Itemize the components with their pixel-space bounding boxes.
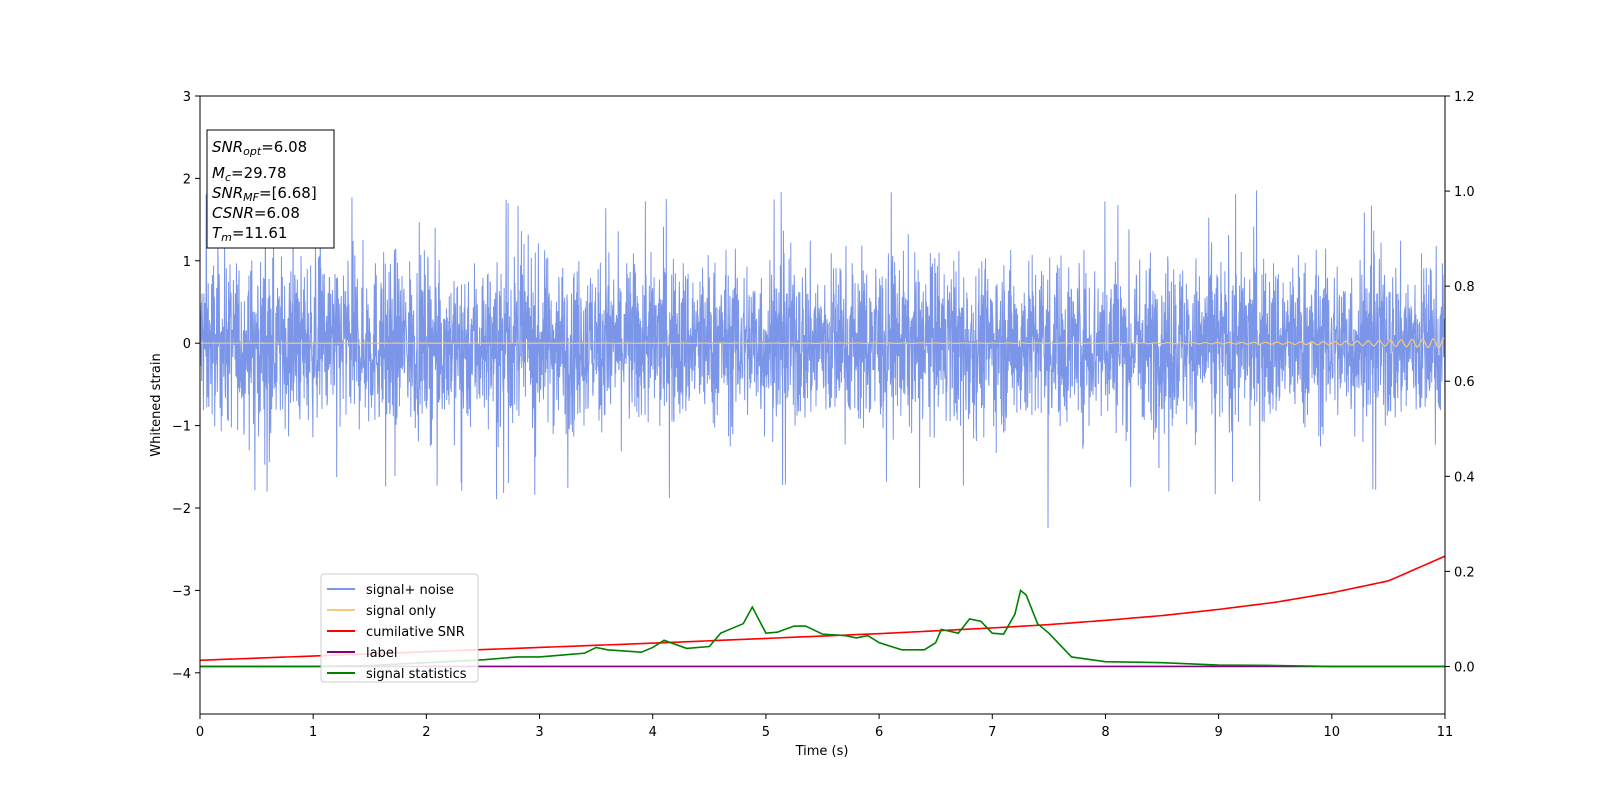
y-right-tick-label: 0.4: [1454, 470, 1475, 485]
annotation-snr-opt: SNRopt=6.08: [212, 138, 307, 158]
x-axis: 0 1 2 3 4 5 6 7 8 9 10 11: [196, 714, 1453, 740]
annotation-frame: [206, 129, 335, 249]
x-tick-label: 1: [309, 725, 317, 740]
y-right-tick-label: 0.2: [1454, 565, 1475, 580]
series-signal-noise: [200, 190, 1445, 529]
legend-entry: signal only: [366, 604, 436, 619]
y-axis-left: 3 2 1 0 −1 −2 −3 −4: [172, 90, 200, 682]
y-right-tick-label: 0.6: [1454, 375, 1475, 390]
y-axis-right: 1.2 1.0 0.8 0.6 0.4 0.2 0.0: [1445, 90, 1475, 675]
annotation-csnr: CSNR=6.08: [212, 204, 300, 222]
x-tick-label: 8: [1101, 725, 1109, 740]
y-tick-label: 0: [183, 337, 191, 352]
x-tick-label: 7: [988, 725, 996, 740]
x-tick-label: 5: [762, 725, 770, 740]
legend-entry: signal+ noise: [366, 583, 454, 598]
y-right-tick-label: 0.8: [1454, 280, 1475, 295]
x-tick-label: 6: [875, 725, 883, 740]
legend: signal+ noise signal only cumilative SNR la…: [320, 573, 479, 683]
annotation-box: SNRopt=6.08 Mc=29.78 SNRMF=[6.68] CSNR=6…: [206, 129, 335, 249]
x-tick-label: 0: [196, 725, 204, 740]
legend-entry: signal statistics: [366, 667, 467, 682]
y-tick-label: 2: [183, 172, 191, 187]
y-right-tick-label: 1.0: [1454, 185, 1475, 200]
y-tick-label: −1: [172, 420, 191, 435]
annotation-mc: Mc=29.78: [212, 164, 287, 184]
plot-frame: [199, 95, 1446, 715]
y-tick-label: −2: [172, 502, 191, 517]
x-tick-label: 10: [1324, 725, 1341, 740]
y-tick-label: 1: [183, 255, 191, 270]
annotation-tm: Tm=11.61: [212, 224, 287, 244]
y-right-tick-label: 0.0: [1454, 660, 1475, 675]
x-tick-label: 3: [535, 725, 543, 740]
legend-entry: cumilative SNR: [366, 625, 465, 640]
y-tick-label: 3: [183, 90, 191, 105]
y-axis-label: Whitened strain: [149, 353, 164, 456]
x-tick-label: 4: [649, 725, 657, 740]
x-tick-label: 9: [1214, 725, 1222, 740]
y-tick-label: −4: [172, 667, 191, 682]
x-axis-label: Time (s): [795, 744, 849, 759]
x-tick-label: 2: [422, 725, 430, 740]
x-tick-label: 11: [1437, 725, 1454, 740]
legend-entry: label: [366, 646, 397, 661]
series-signal-only: [200, 337, 1445, 349]
legend-frame: [320, 573, 479, 683]
y-right-tick-label: 1.2: [1454, 90, 1475, 105]
annotation-snr-mf: SNRMF=[6.68]: [212, 184, 317, 204]
series-signal-statistics: [200, 588, 1445, 668]
y-tick-label: −3: [172, 584, 191, 599]
